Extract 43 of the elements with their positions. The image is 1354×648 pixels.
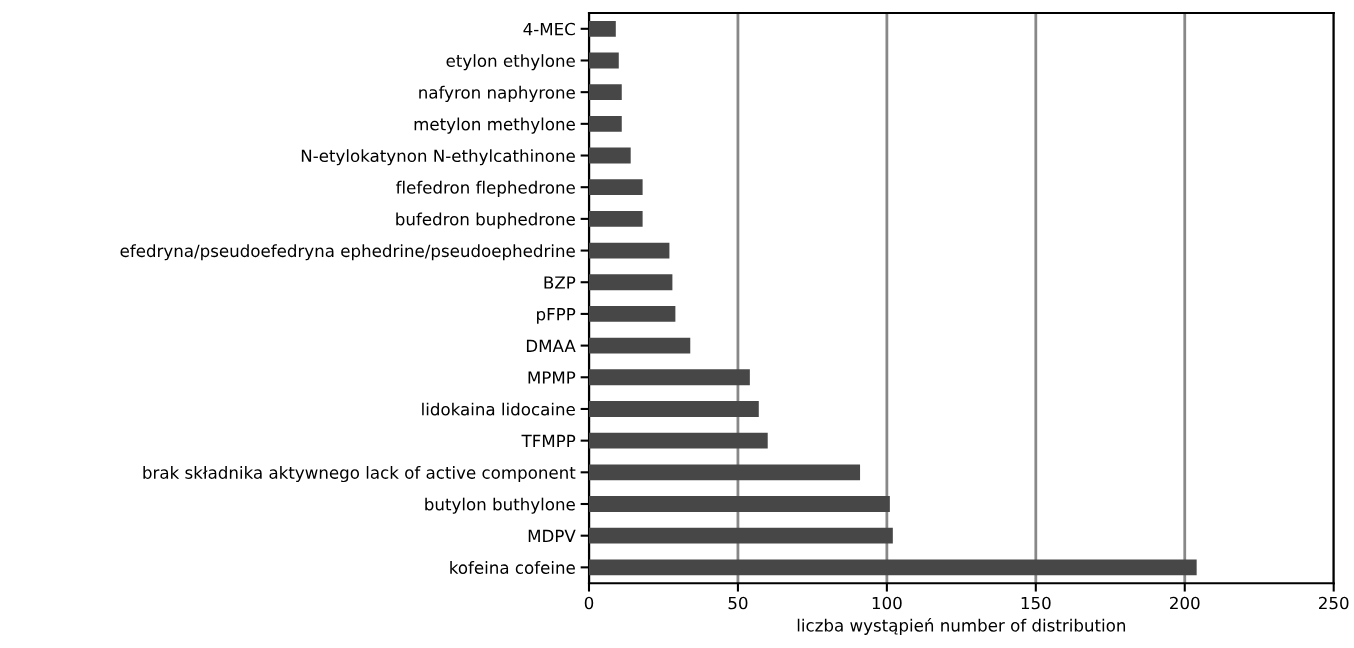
bar xyxy=(588,52,619,69)
bar xyxy=(588,337,691,354)
bar xyxy=(588,115,622,132)
y-tick-label: nafyron naphyrone xyxy=(419,85,575,102)
y-tick-label: MPMP xyxy=(528,371,576,384)
bar xyxy=(588,84,622,101)
x-tick-label: 0 xyxy=(584,596,594,610)
x-tick-label: 200 xyxy=(1170,596,1200,610)
y-tick-label: brak składnika aktywnego lack of active component xyxy=(143,465,576,483)
bar xyxy=(588,147,631,164)
bar xyxy=(588,242,670,259)
bar xyxy=(588,464,861,481)
bar xyxy=(588,306,676,322)
x-axis-title: liczba wystąpień number of distribution xyxy=(797,618,1126,635)
y-tick-label: etylon ethylone xyxy=(446,54,575,71)
bar xyxy=(588,401,759,417)
y-tick-label: MDPV xyxy=(528,529,576,543)
x-tick-label: 50 xyxy=(728,596,748,610)
y-tick-label: efedryna/pseudoefedryna ephedrine/pseudoephedrine xyxy=(120,244,575,261)
y-tick-label: BZP xyxy=(544,276,576,289)
y-tick-label: lidokaina lidocaine xyxy=(422,402,575,416)
bar xyxy=(588,210,643,227)
y-tick-label: kofeina cofeine xyxy=(450,561,575,574)
bar xyxy=(588,20,616,37)
y-tick-label: DMAA xyxy=(526,339,576,352)
bar xyxy=(588,432,768,449)
bar xyxy=(588,274,673,291)
y-tick-label: pFPP xyxy=(537,308,576,324)
bar xyxy=(588,559,1197,576)
bar xyxy=(588,496,890,512)
y-tick-label: butylon buthylone xyxy=(425,497,575,514)
y-tick-label: bufedron buphedrone xyxy=(396,212,575,229)
x-tick-label: 250 xyxy=(1319,596,1349,610)
bar xyxy=(588,179,643,196)
bar xyxy=(588,527,893,544)
bar xyxy=(588,369,750,386)
y-tick-label: TFMPP xyxy=(521,434,576,447)
y-tick-label: 4-MEC xyxy=(523,22,575,36)
y-tick-label: N-etylokatynon N-ethylcathinone xyxy=(301,149,575,166)
x-tick-label: 150 xyxy=(1021,596,1051,610)
y-tick-label: metylon methylone xyxy=(414,117,575,134)
y-tick-label: flefedron flephedrone xyxy=(395,180,575,197)
x-tick-label: 100 xyxy=(872,596,902,610)
